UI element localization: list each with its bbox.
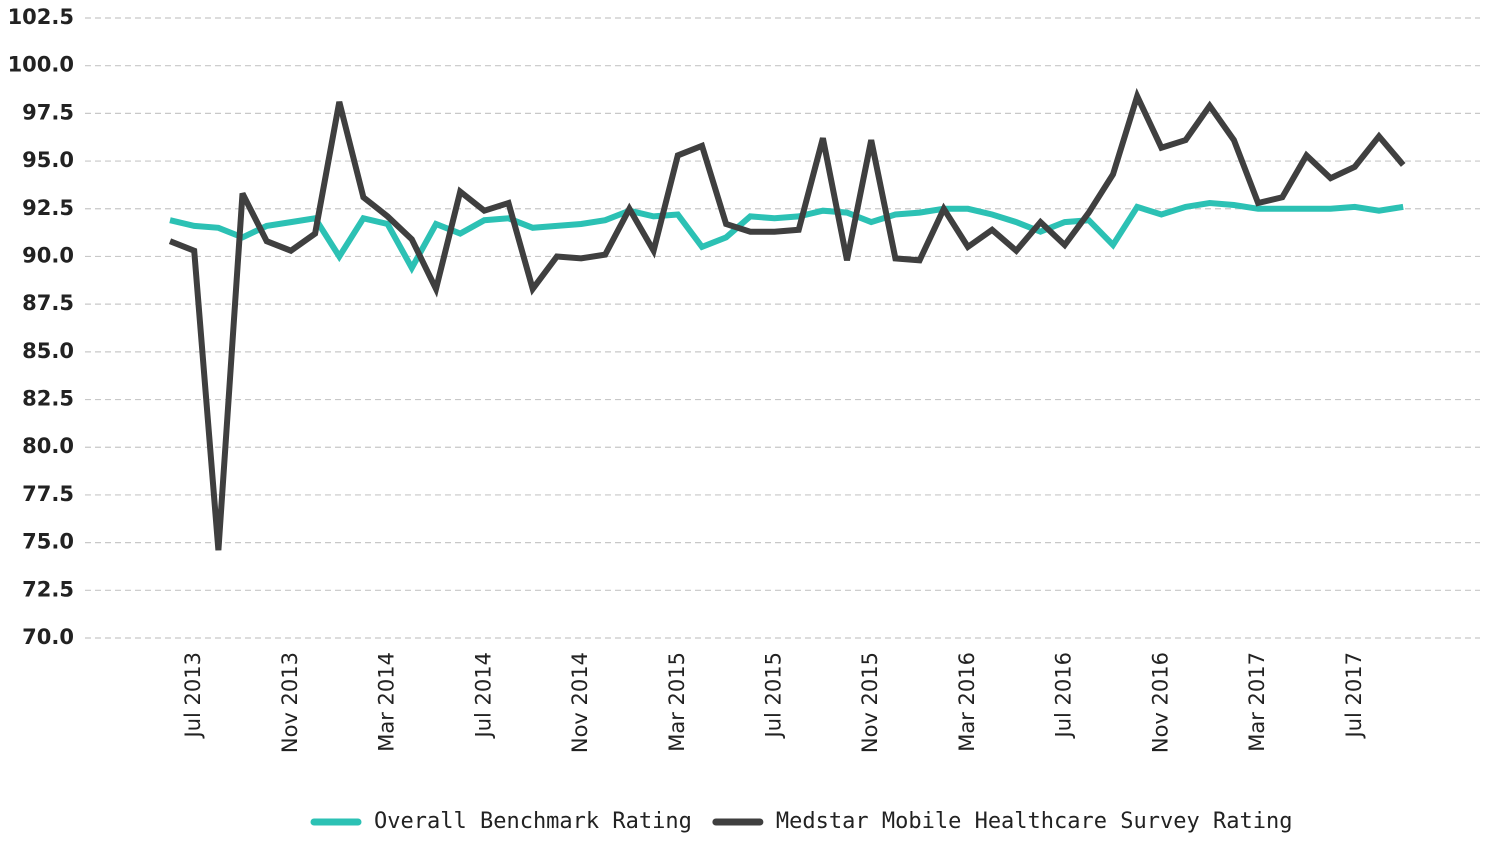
y-tick-label: 72.5 bbox=[22, 577, 74, 601]
x-tick-label: Jul 2014 bbox=[471, 652, 495, 739]
y-tick-label: 87.5 bbox=[22, 291, 74, 315]
series-line bbox=[168, 87, 1406, 551]
legend-label: Medstar Mobile Healthcare Survey Rating bbox=[776, 809, 1293, 834]
y-tick-label: 90.0 bbox=[22, 243, 74, 267]
x-tick-label: Mar 2015 bbox=[665, 652, 689, 752]
series-line bbox=[169, 199, 1404, 275]
x-tick-label: Nov 2013 bbox=[278, 652, 302, 753]
y-tick-label: 102.5 bbox=[8, 5, 74, 29]
y-tick-label: 80.0 bbox=[22, 434, 74, 458]
x-tick-label: Mar 2017 bbox=[1245, 652, 1269, 752]
x-tick-label: Jul 2017 bbox=[1342, 652, 1366, 739]
y-tick-label: 97.5 bbox=[22, 100, 74, 124]
y-tick-label: 100.0 bbox=[8, 53, 74, 77]
x-tick-label: Nov 2015 bbox=[858, 652, 882, 753]
legend: Overall Benchmark Rating Medstar Mobile H… bbox=[310, 809, 1293, 834]
x-tick-label: Jul 2016 bbox=[1052, 652, 1076, 739]
y-tick-label: 92.5 bbox=[22, 196, 74, 220]
x-tick-label: Mar 2014 bbox=[375, 652, 399, 752]
x-tick-label: Nov 2016 bbox=[1148, 652, 1172, 753]
y-tick-label: 95.0 bbox=[22, 148, 74, 172]
legend-label: Overall Benchmark Rating bbox=[374, 809, 692, 834]
x-tick-label: Mar 2016 bbox=[955, 652, 979, 752]
y-tick-label: 75.0 bbox=[22, 530, 74, 554]
y-tick-label: 70.0 bbox=[22, 625, 74, 649]
y-tick-label: 82.5 bbox=[22, 387, 74, 411]
y-tick-label: 85.0 bbox=[22, 339, 74, 363]
x-tick-label: Nov 2014 bbox=[568, 652, 592, 753]
x-tick-label: Jul 2013 bbox=[181, 652, 205, 739]
x-tick-label: Jul 2015 bbox=[762, 652, 786, 739]
y-tick-label: 77.5 bbox=[22, 482, 74, 506]
